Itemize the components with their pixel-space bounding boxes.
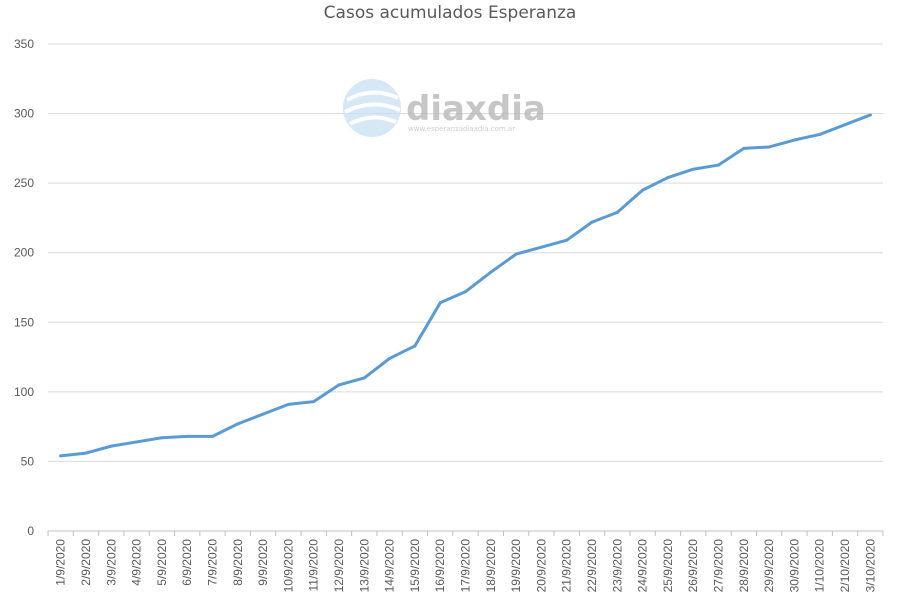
x-tick-label: 12/9/2020 [332,539,346,593]
x-tick-label: 8/9/2020 [231,539,245,586]
data-point [489,270,493,274]
x-tick-label: 23/9/2020 [610,539,624,593]
x-tick-label: 26/9/2020 [686,539,700,593]
x-tick-label: 11/9/2020 [307,539,321,592]
x-tick-label: 14/9/2020 [383,539,397,593]
e-globe-logo-icon [343,79,401,137]
y-tick-label: 100 [14,385,34,399]
x-tick-label: 29/9/2020 [762,539,776,593]
x-tick-label: 28/9/2020 [737,539,751,593]
x-tick-label: 13/9/2020 [357,539,371,593]
x-tick-label: 4/9/2020 [130,539,144,586]
x-tick-label: 10/9/2020 [281,539,295,593]
x-tick-label: 1/9/2020 [54,539,68,586]
y-tick-label: 0 [27,524,34,538]
data-point [843,123,847,127]
gridlines [48,43,883,462]
data-point [717,163,721,167]
y-tick-label: 150 [14,315,34,329]
x-tick-label: 7/9/2020 [205,539,219,586]
data-point [388,356,392,360]
data-point [84,451,88,455]
x-tick-label: 1/10/2020 [813,539,827,593]
data-point [438,301,442,305]
data-point [666,176,670,180]
x-tick-label: 3/10/2020 [863,539,877,593]
y-tick-label: 50 [21,454,35,468]
x-tick-label: 2/9/2020 [79,539,93,586]
data-point [742,146,746,150]
x-tick-label: 2/10/2020 [838,539,852,593]
data-point [691,167,695,171]
x-tick-label: 25/9/2020 [661,539,675,593]
data-point [160,436,164,440]
data-point [261,412,265,416]
x-axis-ticks: 1/9/2020 2/9/2020 3/9/2020 4/9/2020 5/9/2020… [54,539,878,593]
watermark-brand: diaxdia [406,89,546,129]
y-axis-ticks: 0 50 100 150 200 250 300 350 [14,37,34,538]
data-point [362,376,366,380]
data-point [767,145,771,149]
data-points [59,113,872,458]
data-point [135,440,139,444]
x-tick-label: 27/9/2020 [712,539,726,593]
data-point [210,434,214,438]
data-point [615,210,619,214]
data-point [590,220,594,224]
data-point [286,402,290,406]
data-point [565,238,569,242]
data-point [792,138,796,142]
data-point [413,344,417,348]
x-tick-label: 16/9/2020 [433,539,447,593]
data-point [109,444,113,448]
x-tick-label: 17/9/2020 [459,539,473,593]
x-tick-label: 20/9/2020 [534,539,548,593]
data-point [514,252,518,256]
data-point [236,422,240,426]
data-point [312,400,316,404]
x-tick-label: 6/9/2020 [180,539,194,586]
series-line [59,113,872,458]
data-point [818,132,822,136]
data-point [539,245,543,249]
data-point [59,454,63,458]
y-tick-label: 200 [14,246,34,260]
watermark-url: www.esperanzadiaxdia.com.ar [408,125,515,133]
x-tick-label: 18/9/2020 [484,539,498,593]
x-tick-label: 19/9/2020 [509,539,523,593]
data-point [464,290,467,294]
y-tick-label: 250 [14,176,34,190]
x-tick-label: 22/9/2020 [585,539,599,593]
x-tick-label: 3/9/2020 [104,539,118,586]
x-tick-label: 30/9/2020 [787,539,801,593]
data-point [337,383,341,387]
x-tick-label: 24/9/2020 [636,539,650,593]
data-point [641,188,645,192]
data-point [868,113,872,117]
x-tick-label: 15/9/2020 [408,539,422,593]
watermark-logo: diaxdia www.esperanzadiaxdia.com.ar [343,79,546,137]
data-point [185,434,189,438]
chart-title: Casos acumulados Esperanza [324,3,577,23]
y-tick-label: 300 [14,107,34,121]
x-tick-label: 5/9/2020 [155,539,169,586]
x-tick-label: 9/9/2020 [256,539,270,586]
y-tick-label: 350 [14,37,34,51]
x-axis-tick-marks [47,531,884,536]
x-tick-label: 21/9/2020 [560,539,574,593]
